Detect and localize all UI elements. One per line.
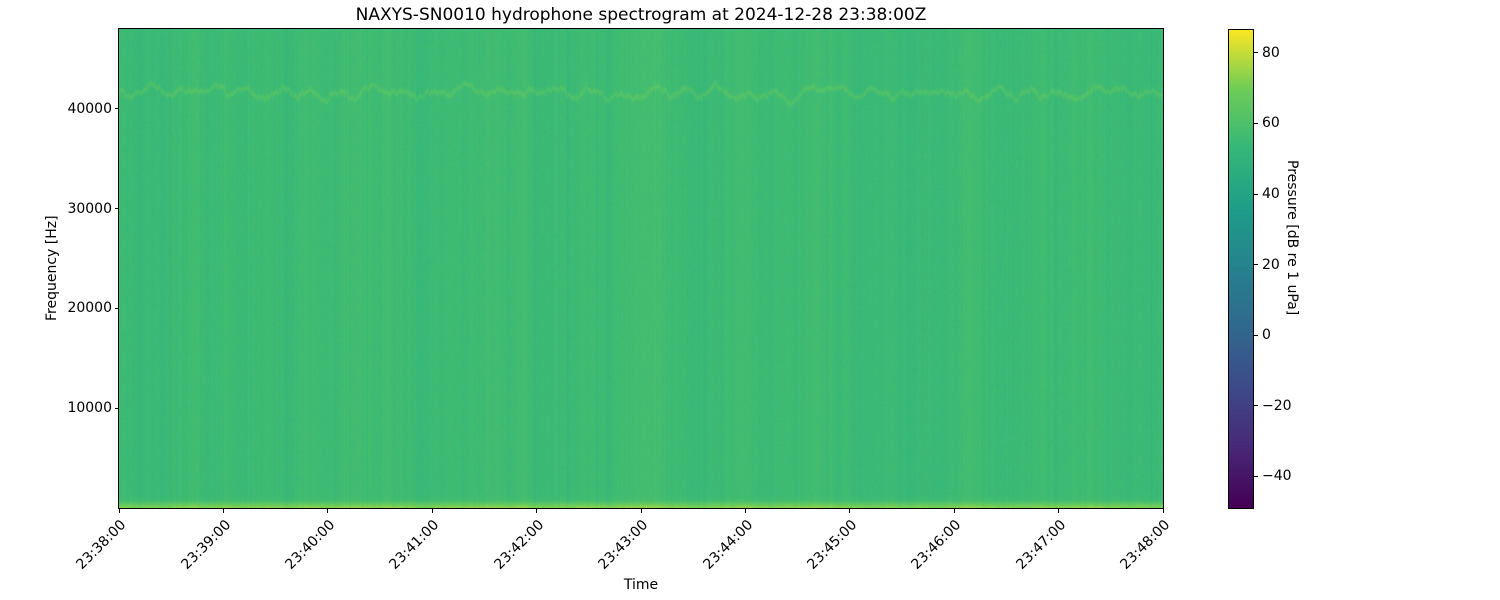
x-tick-label: 23:41:00	[386, 517, 443, 573]
y-tick-label: 20000	[67, 300, 112, 317]
x-tick-mark	[222, 509, 224, 513]
x-tick-mark	[640, 509, 642, 513]
x-tick-label: 23:48:00	[1117, 517, 1174, 573]
x-tick-label: 23:45:00	[804, 517, 861, 573]
colorbar-tick-label: 40	[1262, 186, 1280, 203]
x-tick-label: 23:40:00	[282, 517, 339, 573]
x-tick-mark	[431, 509, 433, 513]
colorbar-tick-label: 60	[1262, 115, 1280, 132]
x-tick-label: 23:42:00	[491, 517, 547, 573]
y-tick-mark	[115, 307, 119, 309]
x-axis-label: Time	[623, 577, 659, 593]
x-tick-label: 23:39:00	[177, 517, 234, 573]
y-tick-label: 40000	[67, 100, 112, 117]
x-tick-label: 23:44:00	[699, 517, 756, 573]
colorbar-tick-mark	[1254, 334, 1258, 336]
colorbar-tick-mark	[1254, 52, 1258, 54]
x-tick-label: 23:43:00	[595, 517, 652, 573]
x-tick-label: 23:46:00	[908, 517, 965, 573]
colorbar-tick-label: 20	[1262, 256, 1280, 273]
y-tick-label: 10000	[67, 400, 112, 417]
colorbar-tick-label: −20	[1262, 397, 1292, 414]
colorbar-tick-mark	[1254, 475, 1258, 477]
y-axis-label: Frequency [Hz]	[44, 215, 60, 321]
x-tick-label: 23:38:00	[73, 517, 130, 573]
x-tick-mark	[953, 509, 955, 513]
colorbar-tick-mark	[1254, 122, 1258, 124]
x-tick-mark	[1058, 509, 1060, 513]
x-tick-mark	[536, 509, 538, 513]
colorbar-tick-label: 0	[1262, 327, 1271, 344]
colorbar-gradient	[1229, 30, 1253, 508]
y-tick-mark	[115, 407, 119, 409]
y-tick-label: 30000	[67, 200, 112, 217]
colorbar-tick-label: −40	[1262, 468, 1292, 485]
x-tick-mark	[118, 509, 120, 513]
y-tick-mark	[115, 108, 119, 110]
x-tick-mark	[744, 509, 746, 513]
spectrogram-heatmap	[119, 29, 1163, 508]
colorbar-tick-label: 80	[1262, 44, 1280, 61]
colorbar-tick-mark	[1254, 264, 1258, 266]
x-tick-mark	[327, 509, 329, 513]
chart-title: NAXYS-SN0010 hydrophone spectrogram at 2…	[355, 5, 927, 25]
colorbar-tick-mark	[1254, 405, 1258, 407]
colorbar-label: Pressure [dB re 1 uPa]	[1284, 160, 1300, 316]
x-tick-mark	[1162, 509, 1164, 513]
x-tick-label: 23:47:00	[1013, 517, 1069, 573]
y-tick-mark	[115, 208, 119, 210]
x-tick-mark	[849, 509, 851, 513]
colorbar-tick-mark	[1254, 193, 1258, 195]
